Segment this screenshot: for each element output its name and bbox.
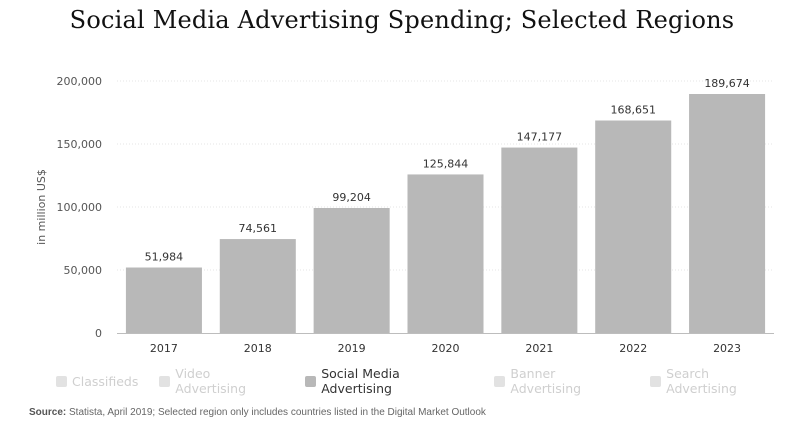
legend-item[interactable]: Classifieds — [56, 374, 138, 389]
data-label: 125,844 — [423, 157, 469, 170]
data-label: 168,651 — [610, 103, 656, 116]
legend-label: Banner Advertising — [510, 366, 582, 396]
legend-item[interactable]: Video Advertising — [159, 366, 284, 396]
data-label: 147,177 — [517, 131, 563, 144]
legend-swatch — [159, 375, 171, 387]
x-tick-label: 2019 — [338, 342, 366, 355]
legend-swatch — [56, 375, 67, 387]
bar — [313, 208, 390, 333]
legend-label: Video Advertising — [175, 366, 247, 396]
legend-item[interactable]: Search Advertising — [650, 366, 783, 396]
x-tick-label: 2018 — [244, 342, 272, 355]
legend-swatch — [650, 375, 662, 387]
y-axis-title: in million US$ — [35, 169, 48, 245]
legend-label: Classifieds — [72, 373, 139, 389]
legend-swatch — [494, 375, 506, 387]
bar — [595, 120, 672, 333]
y-tick-label: 200,000 — [57, 75, 103, 88]
bar — [125, 267, 202, 333]
x-tick-label: 2022 — [619, 342, 647, 355]
legend-item[interactable]: Banner Advertising — [494, 366, 629, 396]
bar — [689, 94, 766, 333]
legend-swatch — [305, 375, 317, 387]
data-label: 74,561 — [239, 222, 278, 235]
legend: Classifieds Video Advertising Social Media… — [56, 366, 804, 396]
y-tick-label: 0 — [95, 327, 102, 340]
chart-title: Social Media Advertising Spending; Selec… — [69, 6, 735, 34]
bar — [219, 239, 296, 333]
y-tick-label: 50,000 — [64, 264, 103, 277]
source-text: Statista, April 2019; Selected region on… — [66, 407, 486, 418]
y-tick-label: 100,000 — [57, 201, 103, 214]
x-tick-label: 2023 — [713, 342, 741, 355]
y-tick-label: 150,000 — [57, 138, 103, 151]
x-tick-label: 2017 — [150, 342, 178, 355]
source-note: Source: Statista, April 2019; Selected r… — [29, 407, 486, 418]
data-label: 51,984 — [145, 251, 184, 264]
x-tick-label: 2021 — [525, 342, 553, 355]
legend-label: Search Advertising — [666, 366, 737, 396]
bar — [501, 147, 578, 333]
x-tick-label: 2020 — [432, 342, 460, 355]
legend-label: Social Media Advertising — [321, 366, 400, 396]
data-label: 99,204 — [332, 191, 371, 204]
bar — [407, 174, 484, 333]
legend-item[interactable]: Social Media Advertising — [305, 366, 473, 396]
data-label: 189,674 — [704, 77, 750, 90]
source-label: Source: — [29, 407, 67, 418]
